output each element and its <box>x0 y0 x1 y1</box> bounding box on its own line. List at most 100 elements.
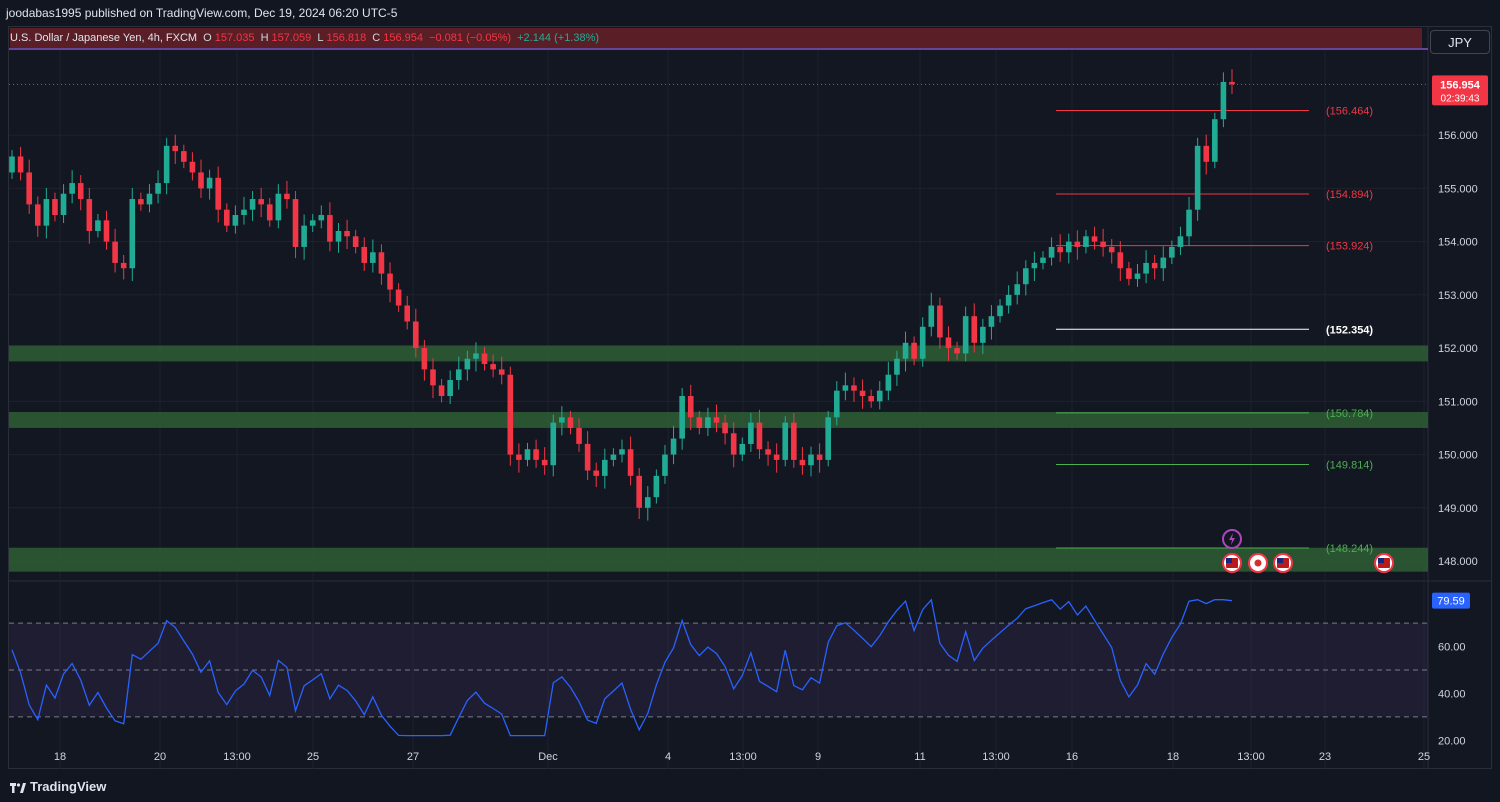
candle-body <box>799 459 806 466</box>
candle-body <box>1005 294 1012 306</box>
candle-body <box>1203 145 1210 162</box>
price-tick-label: 152.000 <box>1438 343 1478 355</box>
time-tick-label: 9 <box>815 751 821 763</box>
candle-body <box>816 454 823 460</box>
candle-body <box>378 252 385 274</box>
candle-body <box>163 145 170 184</box>
candle-body <box>705 417 711 428</box>
time-tick-label: 27 <box>407 751 419 763</box>
candle-body <box>455 369 462 381</box>
candle-body <box>507 374 514 455</box>
candle-body <box>43 199 50 226</box>
time-tick-label: 18 <box>54 751 66 763</box>
candle-body <box>748 422 754 444</box>
candle-body <box>447 380 453 397</box>
candle-body <box>9 156 15 173</box>
candle-body <box>868 396 874 402</box>
candle-body <box>584 443 591 471</box>
top-bar: joodabas1995 published on TradingView.co… <box>0 0 1500 26</box>
candle-body <box>1065 241 1072 253</box>
symbol-legend[interactable]: U.S. Dollar / Japanese Yen, 4h, FXCM O 15… <box>10 28 1422 48</box>
time-tick-label: 25 <box>307 751 319 763</box>
time-tick-label: 13:00 <box>729 751 757 763</box>
candle-body <box>361 246 368 263</box>
support-zone <box>9 345 1428 362</box>
candle-body <box>413 321 419 349</box>
candle-body <box>352 236 359 247</box>
candle-body <box>997 305 1003 317</box>
candle-body <box>962 316 969 354</box>
candle-body <box>1031 262 1038 269</box>
fib-level-label: (156.464) <box>1326 105 1373 117</box>
candle-body <box>928 305 935 327</box>
candle-body <box>292 199 299 247</box>
current-price-badge <box>1432 75 1488 106</box>
rsi-value-badge <box>1432 592 1470 609</box>
candle-body <box>730 433 737 455</box>
us-flag-canton <box>1226 558 1232 563</box>
candle-body <box>644 497 651 508</box>
candle-body <box>791 422 797 460</box>
candle-body <box>1169 246 1175 258</box>
candle-body <box>77 183 84 200</box>
candle-body <box>679 396 685 439</box>
candle-body <box>670 438 677 455</box>
candle-body <box>825 417 831 460</box>
candle-body <box>602 459 608 476</box>
time-tick-label: Dec <box>538 751 558 763</box>
candle-body <box>636 475 642 508</box>
legend-symbol: U.S. Dollar / Japanese Yen, 4h, FXCM <box>10 32 198 44</box>
candle-body <box>86 199 93 231</box>
candle-body <box>876 390 883 402</box>
candle-body <box>610 454 617 460</box>
candle-body <box>172 145 179 152</box>
candle-body <box>902 342 909 359</box>
candle-body <box>215 177 221 210</box>
candle-body <box>421 348 428 370</box>
candle-body <box>559 417 565 423</box>
price-tick-label: 149.000 <box>1438 503 1478 515</box>
candle-body <box>696 417 703 428</box>
candle-body <box>490 364 496 370</box>
currency-button[interactable]: JPY <box>1430 30 1490 54</box>
tradingview-logo[interactable]: TradingView <box>10 779 106 794</box>
candle-body <box>241 209 247 216</box>
chart-area[interactable] <box>8 26 1492 769</box>
candle-body <box>387 273 393 290</box>
candle-body <box>593 470 600 476</box>
support-zone <box>9 547 1428 572</box>
candle-body <box>232 215 239 226</box>
fib-level-label: (150.784) <box>1326 408 1373 420</box>
candle-body <box>69 183 75 194</box>
time-tick-label: 16 <box>1066 751 1078 763</box>
us-flag-canton <box>1378 558 1384 563</box>
candle-body <box>1091 236 1098 242</box>
candle-body <box>112 241 118 263</box>
footer <box>0 770 1500 802</box>
candle-body <box>1083 236 1089 247</box>
candle-body <box>662 454 668 476</box>
time-tick-label: 13:00 <box>223 751 251 763</box>
candle-body <box>1014 284 1021 295</box>
fib-level-label: (149.814) <box>1326 459 1373 471</box>
japan-flag-dot <box>1254 559 1262 567</box>
candle-body <box>516 454 522 460</box>
candle-body <box>60 193 67 216</box>
candle-body <box>851 385 857 391</box>
candle-body <box>919 326 926 359</box>
candle-body <box>1023 268 1029 285</box>
candle-body <box>430 369 436 386</box>
bar-countdown: 02:39:43 <box>1441 93 1480 104</box>
candle-body <box>739 443 746 455</box>
candle-body <box>971 316 978 343</box>
candle-body <box>370 252 376 263</box>
candle-body <box>1212 119 1218 162</box>
lightning-bolt-icon <box>1229 533 1235 545</box>
candle-body <box>129 199 136 269</box>
candle-body <box>1108 246 1115 253</box>
candle-body <box>138 199 144 205</box>
time-tick-label: 23 <box>1319 751 1331 763</box>
candle-body <box>335 230 342 242</box>
candle-body <box>945 337 952 349</box>
